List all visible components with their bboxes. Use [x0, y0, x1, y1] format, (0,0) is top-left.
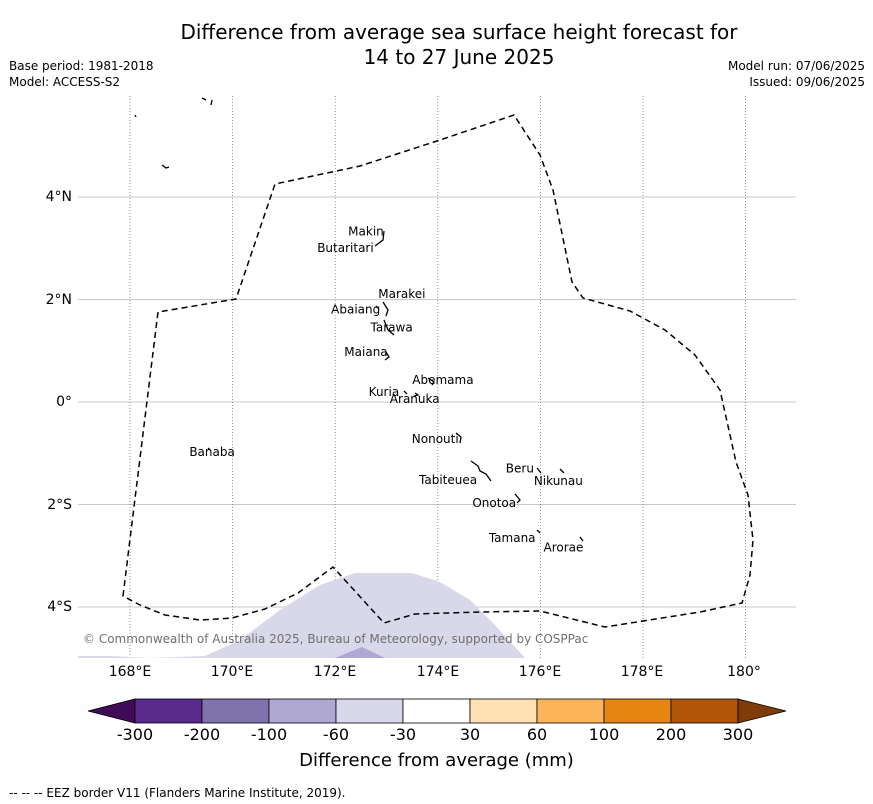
colorbar-label: 60	[526, 725, 548, 744]
island-label: Kuria	[369, 385, 400, 399]
colorbar-segment	[670, 698, 739, 724]
island-label: Onotoa	[472, 496, 516, 510]
island-label: Abaiang	[331, 302, 380, 316]
lon-label: 180°	[727, 664, 761, 680]
island-label: Nonouti	[412, 432, 459, 446]
eez-border	[122, 114, 754, 628]
colorbar-segment	[335, 698, 404, 724]
colorbar-extend-low	[87, 698, 136, 724]
anomaly-region-light	[78, 573, 525, 658]
colorbar-segment	[536, 698, 605, 724]
colorbar-segment	[134, 698, 203, 724]
colorbar-label: -100	[250, 725, 288, 744]
lat-label: 0°	[56, 394, 72, 410]
lon-label: 176°E	[518, 664, 562, 680]
island-label: Butaritari	[317, 241, 374, 255]
island-label: Maiana	[344, 345, 387, 359]
island-label: Aranuka	[390, 392, 440, 406]
anomaly-region-medium	[335, 647, 385, 658]
lat-label: 2°N	[45, 292, 72, 308]
colorbar-segment	[603, 698, 672, 724]
island-label: Tamana	[488, 531, 536, 545]
lon-label: 178°E	[620, 664, 664, 680]
eez-footnote: -- -- -- EEZ border V11 (Flanders Marine…	[9, 786, 346, 800]
colorbar-extend-high	[737, 698, 787, 724]
colorbar-label: -30	[389, 725, 417, 744]
lat-label: 2°S	[47, 497, 72, 513]
island-label: Makin	[348, 224, 384, 238]
lon-label: 172°E	[313, 664, 357, 680]
copyright-notice: © Commonwealth of Australia 2025, Bureau…	[83, 632, 589, 646]
colorbar	[87, 698, 787, 724]
base-period: Base period: 1981-2018	[9, 59, 154, 73]
colorbar-segment	[201, 698, 270, 724]
lon-label: 174°E	[416, 664, 460, 680]
lat-label: 4°S	[47, 599, 72, 615]
colorbar-label: 100	[588, 725, 620, 744]
meta-left: Base period: 1981-2018 Model: ACCESS-S2	[9, 58, 154, 90]
lon-label: 168°E	[108, 664, 152, 680]
coastline-northwest	[134, 97, 213, 169]
colorbar-segment	[469, 698, 538, 724]
island-label: Tabiteuea	[418, 473, 477, 487]
colorbar-segment	[402, 698, 471, 724]
island-label: Marakei	[378, 287, 425, 301]
island-coastlines	[207, 230, 584, 542]
model-name: Model: ACCESS-S2	[9, 75, 121, 89]
lon-label: 170°E	[210, 664, 254, 680]
title-line-2: 14 to 27 June 2025	[363, 45, 555, 69]
colorbar-title: Difference from average (mm)	[299, 750, 574, 771]
island-label: Banaba	[189, 445, 235, 459]
colorbar-label: 200	[655, 725, 687, 744]
colorbar-label: -300	[116, 725, 154, 744]
colorbar-label: 300	[722, 725, 754, 744]
colorbar-segment	[268, 698, 337, 724]
colorbar-label: 30	[459, 725, 481, 744]
map-title: Difference from average sea surface heig…	[0, 20, 873, 70]
island-label: Beru	[506, 462, 534, 476]
model-run: Model run: 07/06/2025	[727, 59, 865, 73]
island-label: Abemama	[412, 373, 473, 387]
island-label: Arorae	[544, 541, 584, 555]
lat-label: 4°N	[45, 189, 72, 205]
island-label: Nikunau	[534, 474, 583, 488]
island-label: Tarawa	[370, 320, 413, 334]
meta-right: Model run: 07/06/2025 Issued: 09/06/2025	[728, 58, 865, 90]
colorbar-label: -200	[183, 725, 221, 744]
graticule	[78, 96, 796, 658]
issued-date: Issued: 09/06/2025	[749, 75, 865, 89]
colorbar-label: -60	[322, 725, 350, 744]
title-line-1: Difference from average sea surface heig…	[180, 20, 738, 44]
